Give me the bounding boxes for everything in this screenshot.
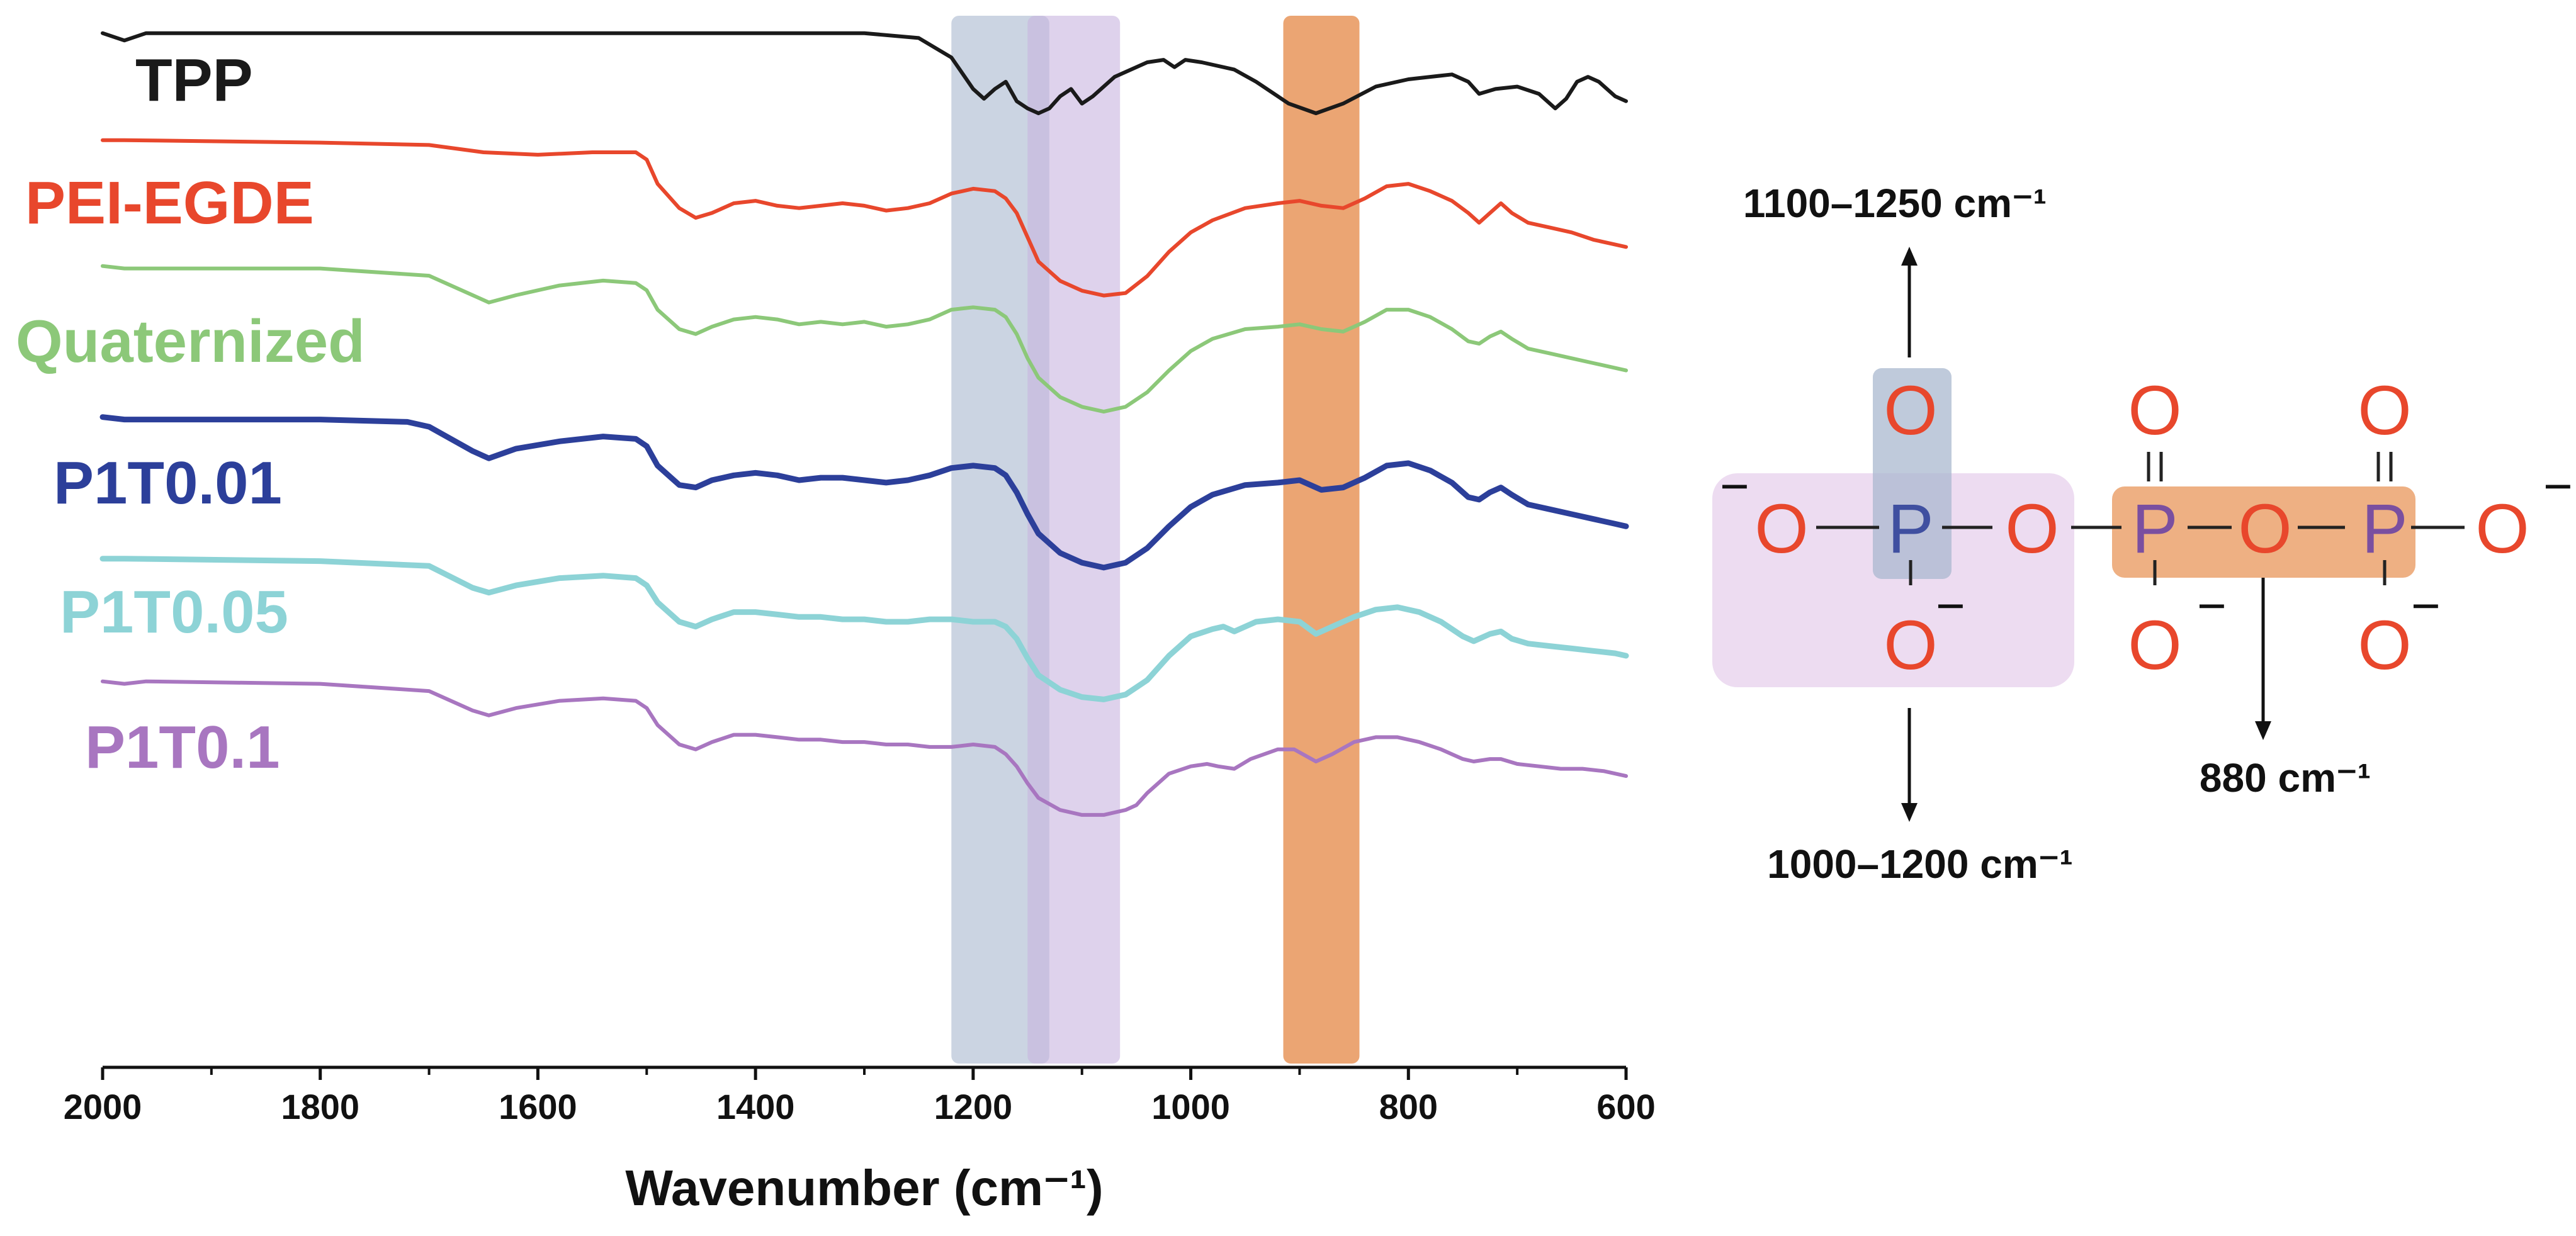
atom-o-top-p3: O — [2358, 372, 2412, 449]
x-tick-label-600: 600 — [1596, 1087, 1655, 1126]
x-tick-label-2000: 2000 — [64, 1087, 142, 1126]
x-ticks: 2000 1800 1600 1400 1200 1000 800 600 — [64, 1067, 1656, 1126]
charge-o-bottom-p2: − — [2197, 578, 2227, 634]
charges: − − − − − — [1720, 458, 2573, 634]
trace-p1t0-01 — [99, 414, 1629, 571]
atom-o-bridge-2: O — [2238, 490, 2292, 568]
arrow-down-head — [1901, 803, 1918, 822]
bonds — [1816, 452, 2465, 585]
trace-p1t0-05 — [99, 556, 1629, 702]
arrow-880-head — [2255, 721, 2271, 740]
x-tick-label-1000: 1000 — [1151, 1087, 1230, 1126]
x-tick-label-1200: 1200 — [934, 1087, 1013, 1126]
trace-p1t0-1 — [101, 679, 1628, 817]
atoms: O O P O O P O O P O O O O — [1754, 372, 2529, 684]
trace-tpp — [101, 31, 1628, 115]
annotation-880: 880 cm⁻¹ — [2200, 755, 2371, 801]
series-label-quaternized: Quaternized — [16, 308, 365, 375]
series-label-p1t0-01: P1T0.01 — [54, 449, 282, 517]
band-2 — [1283, 16, 1360, 1064]
charge-o-bottom-p1: − — [1936, 578, 1965, 634]
x-tick-label-1800: 1800 — [281, 1087, 359, 1126]
annotation-1000-1200: 1000–1200 cm⁻¹ — [1767, 841, 2073, 887]
annotation-1100-1250: 1100–1250 cm⁻¹ — [1743, 181, 2047, 226]
atom-o-left: O — [1754, 490, 1809, 568]
trace-pei-egde — [101, 138, 1628, 298]
highlight-box-p-o-p-bridge — [2112, 486, 2415, 578]
series-label-p1t0-1: P1T0.1 — [85, 714, 280, 781]
atom-o-bottom-p2: O — [2128, 607, 2182, 684]
atom-o-bottom-p1: O — [1884, 607, 1938, 684]
highlight-box-p-o-double-bond — [1873, 368, 1952, 579]
band-1 — [1027, 16, 1121, 1064]
atom-p2: P — [2132, 490, 2178, 568]
x-axis-label: Wavenumber (cm⁻¹) — [625, 1160, 1103, 1216]
atom-p3: P — [2361, 490, 2407, 568]
x-tick-label-1600: 1600 — [499, 1087, 577, 1126]
tpp-structure-scheme: 1100–1250 cm⁻¹ 1000–1200 cm⁻¹ 880 cm⁻¹ O… — [1712, 181, 2573, 887]
x-tick-label-1400: 1400 — [716, 1087, 795, 1126]
x-axis: 2000 1800 1600 1400 1200 1000 800 600 Wavenumbe… — [64, 1065, 1656, 1216]
x-tick-label-800: 800 — [1379, 1087, 1438, 1126]
spectrum-traces — [99, 31, 1629, 817]
charge-o-right: − — [2543, 458, 2573, 514]
band-0 — [951, 16, 1049, 1064]
series-label-pei-egde: PEI-EGDE — [25, 169, 314, 237]
series-label-tpp: TPP — [135, 47, 253, 114]
atom-o-right: O — [2475, 490, 2529, 568]
trace-quaternized — [101, 264, 1628, 414]
arrow-up-head — [1901, 247, 1918, 266]
atom-p1: P — [1887, 490, 1933, 568]
charge-o-bottom-p3: − — [2411, 578, 2441, 634]
charge-o-left: − — [1720, 458, 1749, 514]
atom-o-bottom-p3: O — [2358, 607, 2412, 684]
atom-o-top-p2: O — [2128, 372, 2182, 449]
arrows — [1901, 247, 2271, 822]
atom-o-bridge-1: O — [2005, 490, 2059, 568]
absorption-bands — [951, 16, 1360, 1064]
atom-o-top-p1: O — [1884, 372, 1938, 449]
series-label-p1t0-05: P1T0.05 — [60, 578, 288, 646]
series-labels: TPP PEI-EGDE Quaternized P1T0.01 P1T0.05… — [16, 47, 365, 781]
